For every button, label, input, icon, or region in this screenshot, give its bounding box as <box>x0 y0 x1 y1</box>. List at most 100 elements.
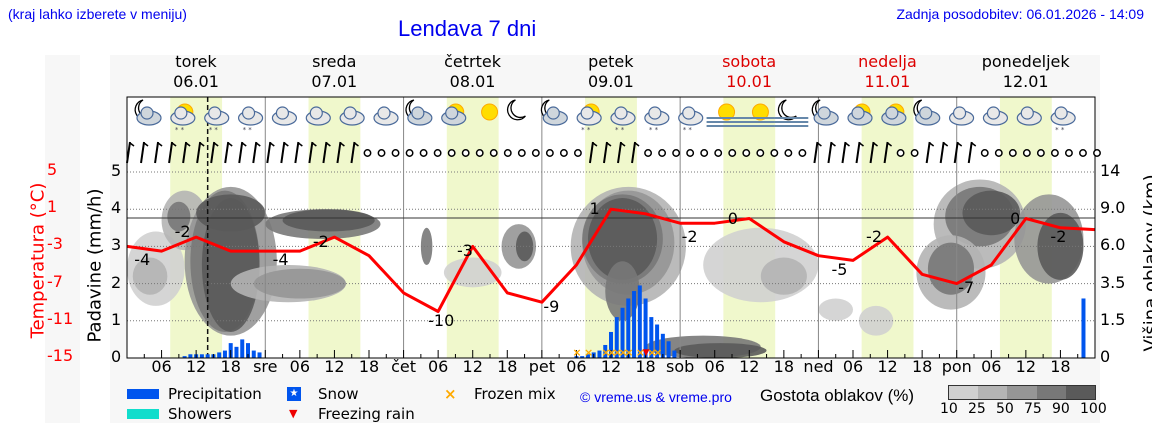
cloud-icon <box>1016 106 1042 126</box>
day-date: 06.01 <box>173 72 219 91</box>
day-date: 09.01 <box>587 72 634 91</box>
temperature-tick: 5 <box>47 160 58 179</box>
temperature-value-label: -4 <box>272 250 289 270</box>
temperature-tick: -11 <box>47 308 74 328</box>
cloud-scale-label: 50 <box>996 401 1014 417</box>
temperature-value-label: -7 <box>958 278 975 298</box>
cloud-density-scale <box>948 385 1096 400</box>
cloud-snow-icon: * * <box>1050 106 1076 134</box>
sun-cloud-snow-icon: * * <box>576 103 602 134</box>
svg-text:* *: * * <box>615 126 625 134</box>
temperature-value-label: -2 <box>312 231 329 251</box>
temperature-value-label: 0 <box>727 208 738 228</box>
temperature-value-label: 1 <box>589 199 600 219</box>
temperature-value-label: -3 <box>456 241 473 261</box>
weather-icons: * * * * * * * * * * * * * * * * <box>134 99 1076 134</box>
day-date: 11.01 <box>864 72 911 91</box>
cloud-density-title: Gostota oblakov (%) <box>760 386 915 405</box>
x-axis-label: 18 <box>358 357 380 376</box>
svg-text:* *: * * <box>209 126 219 134</box>
sun-fog-icon <box>706 103 741 127</box>
precip-tick: 5 <box>111 161 122 180</box>
cloud-height-tick: 0 <box>1100 347 1111 366</box>
temperature-axis-panel <box>45 55 80 423</box>
legend-showers: Showers <box>168 405 232 423</box>
copyright-link[interactable]: © vreme.us & vreme.pro <box>580 389 732 405</box>
day-header: torek 06.01 <box>127 52 265 92</box>
day-date: 07.01 <box>311 72 358 91</box>
svg-text:×: × <box>653 346 662 359</box>
location-hint: (kraj lahko izberete v meniju) <box>8 6 187 22</box>
x-axis-label: 06 <box>704 357 725 376</box>
precip-tick: 2 <box>111 272 122 292</box>
cloud-snow-icon: * * <box>237 106 264 134</box>
day-name: petek <box>588 52 634 71</box>
x-axis-label: 06 <box>566 357 587 376</box>
precip-tick: 1 <box>111 309 122 329</box>
x-axis-label: 12 <box>877 357 898 376</box>
sun-cloud-icon <box>441 103 467 126</box>
cloud-scale-label: 10 <box>940 401 958 417</box>
legend-freezing-rain: Freezing rain <box>318 405 415 423</box>
precip-tick: 4 <box>111 198 122 218</box>
legend-snow: Snow <box>318 385 359 403</box>
legend-frozen-mix: Frozen mix <box>474 385 556 403</box>
x-axis-label: sre <box>253 357 278 376</box>
freezing-rain-icon: ▼ <box>289 407 298 420</box>
moon-cloud-icon <box>811 99 839 126</box>
svg-text:×: × <box>636 346 645 359</box>
x-axis-label: 12 <box>739 357 760 376</box>
day-header: sreda 07.01 <box>265 52 403 92</box>
temperature-value-label: -4 <box>134 250 151 270</box>
day-date: 10.01 <box>726 72 773 91</box>
svg-text:×: × <box>572 346 581 359</box>
day-header: sobota 10.01 <box>680 52 818 92</box>
x-axis-label: 18 <box>497 357 518 376</box>
x-axis-label: 18 <box>1050 357 1071 376</box>
svg-text:* *: * * <box>683 126 693 134</box>
svg-text:* *: * * <box>1055 126 1065 134</box>
snow-icon: ★ <box>287 387 301 401</box>
moon-cloud-icon <box>134 99 162 126</box>
x-axis-label: 06 <box>151 357 172 376</box>
day-name: četrtek <box>444 52 501 71</box>
temperature-line <box>126 207 1096 313</box>
temperature-value-label: -2 <box>1050 227 1067 247</box>
moon-cloud-icon <box>405 99 433 126</box>
cloud-snow-icon: * * <box>610 106 636 134</box>
day-header: nedelja 11.01 <box>818 52 956 92</box>
svg-text:* *: * * <box>649 126 659 134</box>
sun-cloud-snow-icon: * * <box>170 103 196 134</box>
x-axis-label: 18 <box>773 357 795 376</box>
temperature-value-label: -9 <box>543 296 560 316</box>
x-axis-label: 12 <box>185 357 207 376</box>
cloud-scale-label: 25 <box>968 401 986 417</box>
svg-text:▼: ▼ <box>643 348 650 358</box>
cloud-scale-label: 90 <box>1052 401 1070 417</box>
wind-barbs <box>126 141 1101 164</box>
cloud-snow-icon: * * <box>644 106 670 134</box>
day-header: četrtek 08.01 <box>404 52 542 92</box>
sun-cloud-icon <box>881 103 907 126</box>
temperature-value-label: -2 <box>174 222 191 242</box>
x-axis-label: 12 <box>1015 357 1037 376</box>
day-header: ponedeljek 12.01 <box>957 52 1095 92</box>
day-name: nedelja <box>858 52 917 71</box>
day-date: 08.01 <box>449 72 496 91</box>
cloud-scale-label: 75 <box>1024 401 1042 417</box>
showers-swatch <box>127 409 159 419</box>
cloud-snow-icon: * * <box>678 106 704 134</box>
sun-icon <box>481 103 499 121</box>
cloud-height-tick: 1.5 <box>1100 309 1126 329</box>
cloud-icon <box>271 106 298 126</box>
day-header: petek 09.01 <box>542 52 680 92</box>
precipitation-swatch <box>127 389 159 399</box>
page-title: Lendava 7 dni <box>398 16 537 41</box>
day-name: ponedeljek <box>981 52 1070 71</box>
precip-tick: 3 <box>111 235 122 255</box>
temperature-tick: -7 <box>47 271 63 291</box>
svg-text:×: × <box>624 346 633 359</box>
x-axis-label: 06 <box>981 357 1002 376</box>
day-name: sreda <box>312 52 357 71</box>
